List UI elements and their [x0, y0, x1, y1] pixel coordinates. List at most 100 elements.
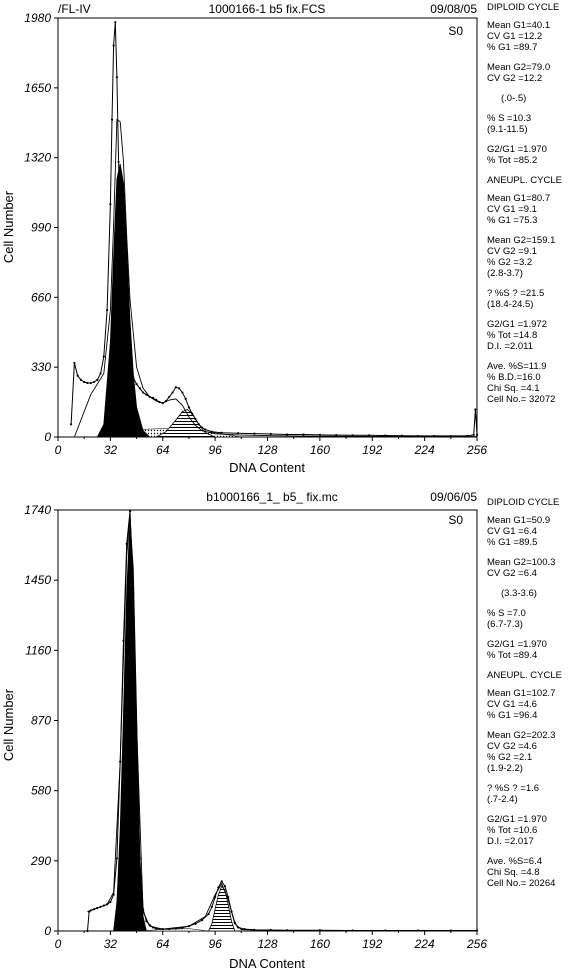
y-tick-label: 870	[31, 714, 51, 728]
histogram-point	[86, 381, 89, 385]
panel-2-tag: S0	[448, 513, 463, 527]
stats-group: Mean G1=102.7 CV G1 =4.6% G1 =96.4	[487, 688, 562, 721]
histogram-point	[384, 434, 387, 437]
stats-group: % S =10.3 (9.1-11.5)	[487, 113, 562, 135]
histogram-point	[106, 903, 109, 906]
stats-line: % G1 =96.4	[487, 710, 538, 721]
histogram-point	[302, 433, 305, 436]
x-tick-label: 32	[104, 443, 118, 457]
histogram-point	[191, 412, 194, 415]
g1-peak-area	[96, 163, 151, 438]
stats-line: (.0-.5)	[501, 93, 527, 104]
stats-header: ANEUPL. CYCLE	[487, 670, 562, 681]
histogram-point	[217, 886, 220, 889]
histogram-point	[76, 374, 79, 377]
stats-line: ? %S ? =21.5	[487, 288, 545, 299]
histogram-point	[227, 896, 230, 899]
stats-line: D.I. =2.017	[487, 836, 534, 847]
stats-group: ? %S ? =21.5 (18.4-24.5)	[487, 288, 562, 310]
histogram-point	[155, 398, 158, 402]
histogram-point	[475, 433, 479, 436]
histogram-point	[416, 929, 420, 932]
histogram-point	[174, 386, 177, 389]
histogram-point	[135, 736, 138, 739]
histogram-point	[207, 912, 210, 916]
x-tick-label: 192	[362, 443, 382, 457]
histogram-point	[384, 929, 387, 932]
histogram-point	[161, 927, 164, 931]
g2-peak-area	[156, 409, 216, 438]
histogram-point	[472, 433, 475, 436]
stats-group: Ave. %S=11.9% B.D.=16.0 Chi Sq. =4.1 Cell …	[487, 361, 562, 405]
stats-line: CV G1 =9.1	[487, 204, 537, 215]
stats-group: G2/G1 =1.970% Tot =10.6 D.I. =2.017	[487, 814, 562, 847]
y-tick-label: 1320	[24, 151, 51, 165]
histogram-point	[128, 368, 132, 371]
stats-line: Chi Sq. =4.8	[487, 867, 540, 878]
stats-group: % S =7.0 (6.7-7.3)	[487, 608, 562, 630]
histogram-point	[89, 381, 92, 385]
histogram-point	[138, 857, 141, 860]
stats-line: G2/G1 =1.970	[487, 639, 547, 650]
stats-group: G2/G1 =1.970% Tot =89.4	[487, 639, 562, 661]
histogram-point	[194, 922, 197, 925]
stats-line: % B.D.=16.0	[487, 372, 541, 383]
histogram-point	[151, 926, 155, 929]
panel-2-marks: 0 32 64 96 128 160 192 224 256 0 290 580 870 1160 1450…	[24, 503, 487, 951]
panel-1-xlabel: DNA Content	[229, 460, 305, 475]
histogram-point	[200, 919, 204, 922]
stats-line: CV G1 =4.6	[487, 699, 537, 710]
panel-1-stats: DIPLOID CYCLE Mean G1=40.1 CV G1 =12.2% G1…	[487, 2, 562, 414]
stats-line: CV G2 =9.1	[487, 246, 537, 257]
histogram-point	[119, 245, 122, 248]
histogram-point	[286, 433, 289, 436]
histogram-point	[220, 431, 223, 434]
histogram-point	[367, 434, 371, 437]
stats-header: DIPLOID CYCLE	[487, 497, 560, 508]
panel-1-header-left: /FL-IV	[58, 2, 91, 16]
histogram-point	[230, 910, 233, 913]
histogram-point	[122, 330, 125, 333]
histogram-point	[145, 920, 148, 923]
histogram-point	[92, 380, 96, 384]
y-tick-label: 1450	[24, 573, 51, 587]
panel-2-header-right: 09/06/05	[430, 490, 477, 504]
histogram-point	[236, 432, 240, 435]
y-tick-label: 290	[30, 854, 51, 868]
histogram-point	[187, 925, 191, 928]
stats-line: Ave. %S=11.9	[487, 361, 547, 372]
histogram-point	[135, 382, 138, 386]
histogram-point	[466, 434, 469, 438]
stats-group: Mean G2=79.0 CV G2 =12.2	[487, 62, 562, 84]
histogram-point	[158, 400, 161, 404]
histogram-point	[400, 434, 403, 437]
x-tick-label: 64	[156, 937, 170, 951]
stats-group: Mean G2=100.3 CV G2 =6.4	[487, 557, 562, 579]
stats-line: % G2 =3.2	[487, 257, 533, 268]
stats-line: (.7-2.4)	[487, 794, 518, 805]
histogram-point	[171, 391, 174, 394]
x-tick-label: 128	[257, 443, 277, 457]
stats-line: CV G1 =6.4	[487, 526, 537, 537]
histogram-point	[181, 926, 184, 929]
histogram-point	[223, 885, 227, 888]
x-tick-label: 160	[310, 443, 330, 457]
histogram-point	[99, 905, 102, 908]
histogram-point	[335, 433, 338, 437]
histogram-point	[86, 929, 89, 933]
histogram-point	[236, 926, 240, 929]
stats-line: Mean G1=80.7	[487, 193, 551, 204]
x-tick-label: 256	[466, 443, 487, 457]
panel-2: b1000166_1_ b5_ fix.mc 09/06/05 S0 DNA C…	[1, 490, 487, 971]
histogram-point	[115, 76, 119, 79]
histogram-point	[318, 929, 321, 932]
x-tick-label: 32	[104, 937, 118, 951]
histogram-point	[433, 434, 436, 438]
histogram-point	[79, 378, 83, 381]
stats-line: CV G1 =12.2	[487, 31, 543, 42]
panel-1-marks: 0 32 64 96 128 160 192 224 256 0 330 660 990 1320 1650…	[24, 11, 487, 457]
stats-line: Ave. %S=6.4	[487, 856, 543, 867]
histogram-point	[142, 391, 145, 394]
histogram-point	[214, 896, 217, 899]
histogram-point	[168, 927, 171, 931]
